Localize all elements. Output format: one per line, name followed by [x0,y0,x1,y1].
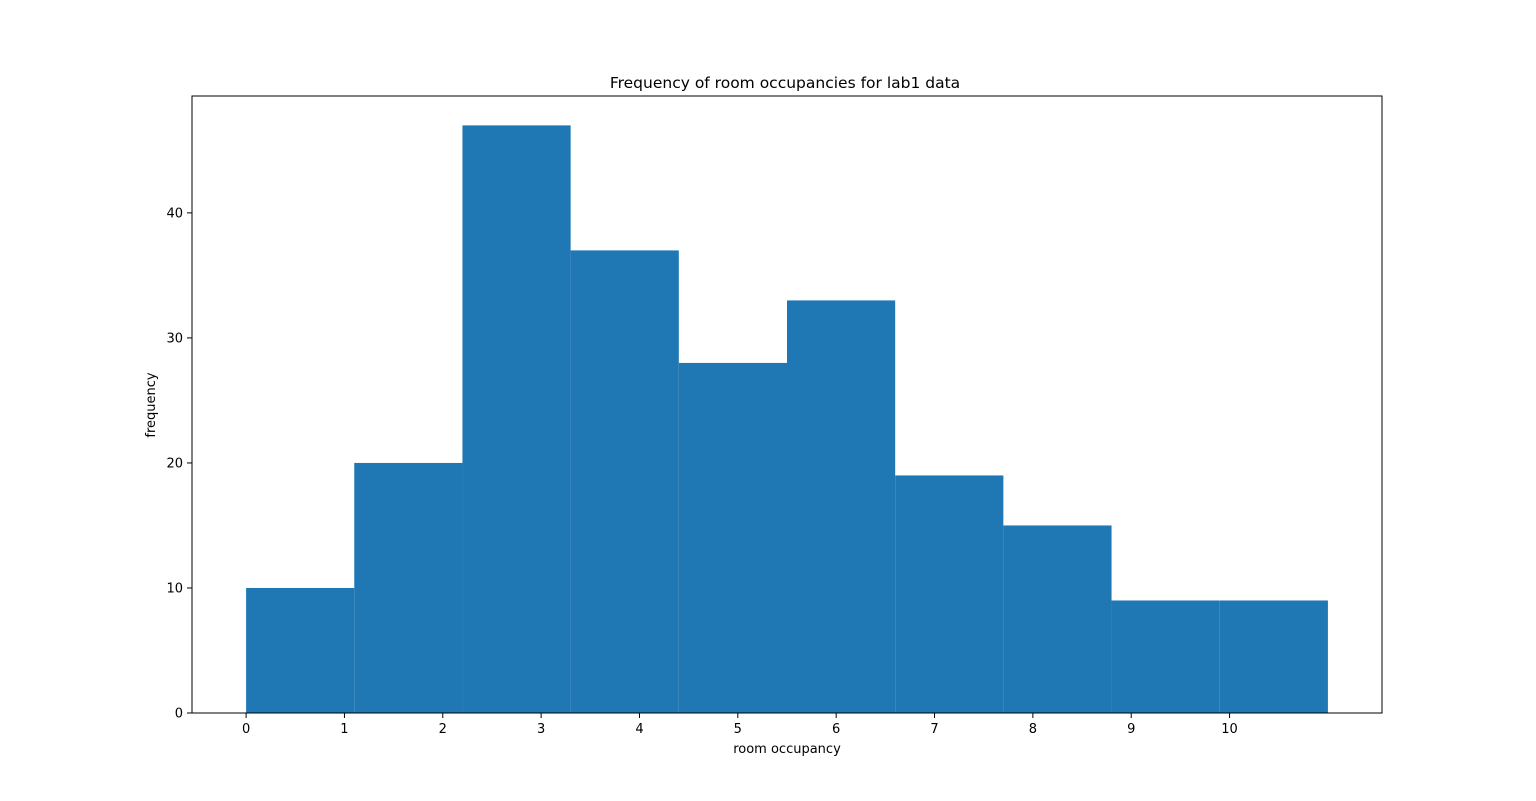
x-tick-label: 5 [734,722,742,737]
x-tick-label: 6 [832,722,840,737]
y-axis-ticks: 0 10 20 30 40 [166,206,192,722]
y-tick-label: 10 [166,581,183,596]
histogram-bar [462,125,571,713]
chart-title: Frequency of room occupancies for lab1 d… [610,74,960,92]
histogram-bar [678,362,787,713]
x-axis-ticks: 0 1 2 3 4 5 6 7 8 9 10 [242,713,1238,737]
histogram-bar [787,300,896,713]
x-tick-label: 0 [242,722,250,737]
histogram-bar [895,475,1004,713]
x-tick-label: 2 [439,722,447,737]
x-tick-label: 10 [1221,722,1238,737]
histogram-bar [246,587,355,713]
x-tick-label: 9 [1127,722,1135,737]
plot-area-frame [191,95,1383,714]
x-tick-label: 8 [1029,722,1037,737]
histogram-bar [1003,525,1112,713]
x-axis-label: room occupancy [733,742,841,757]
x-tick-label: 1 [340,722,348,737]
y-tick-label: 40 [166,206,183,221]
histogram-bar [1111,600,1220,713]
x-tick-label: 4 [635,722,643,737]
x-tick-label: 7 [930,722,938,737]
histogram-bar [354,462,463,713]
y-axis-label: frequency [144,372,159,438]
bars-group [246,125,1328,713]
y-tick-label: 20 [166,456,183,471]
y-tick-label: 30 [166,331,183,346]
histogram-bar [570,250,679,713]
histogram-bar [1219,600,1328,713]
y-tick-label: 0 [175,707,183,722]
x-tick-label: 3 [537,722,545,737]
